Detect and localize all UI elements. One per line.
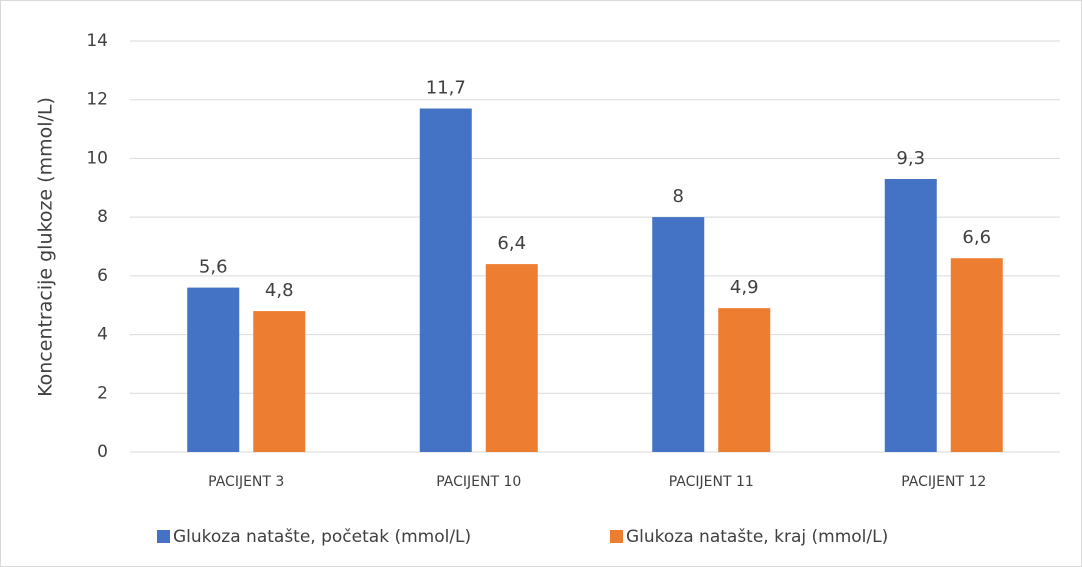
legend-label: Glukoza natašte, početak (mmol/L)	[173, 527, 471, 547]
y-axis-label: Koncentracije glukoze (mmol/L)	[35, 97, 57, 397]
y-tick-label: 14	[86, 31, 108, 51]
data-label: 4,9	[730, 277, 759, 298]
y-tick-label: 12	[86, 90, 108, 110]
data-label: 5,6	[199, 257, 228, 278]
bar	[884, 178, 937, 452]
x-tick-label: PACIJENT 12	[901, 474, 986, 490]
data-label: 4,8	[265, 280, 294, 301]
bar	[950, 258, 1003, 452]
data-label: 8	[673, 186, 684, 207]
legend-swatch	[610, 530, 623, 543]
y-tick-label: 10	[86, 148, 108, 168]
bar	[187, 287, 240, 452]
data-label: 6,6	[962, 227, 991, 248]
y-tick-label: 8	[97, 207, 108, 227]
bar	[652, 217, 705, 452]
y-tick-label: 6	[97, 266, 108, 286]
bar	[253, 311, 306, 452]
bar	[419, 108, 472, 453]
y-tick-label: 0	[97, 442, 108, 462]
y-tick-label: 2	[97, 383, 108, 403]
data-label: 6,4	[497, 233, 526, 254]
x-tick-label: PACIJENT 11	[669, 474, 754, 490]
data-label: 9,3	[896, 148, 925, 169]
data-label: 11,7	[426, 78, 466, 99]
x-tick-label: PACIJENT 3	[208, 474, 284, 490]
y-tick-label: 4	[97, 325, 108, 345]
legend-swatch	[157, 530, 170, 543]
bar	[718, 308, 771, 452]
legend-label: Glukoza natašte, kraj (mmol/L)	[626, 527, 888, 547]
x-tick-label: PACIJENT 10	[436, 474, 521, 490]
bar	[485, 264, 538, 452]
